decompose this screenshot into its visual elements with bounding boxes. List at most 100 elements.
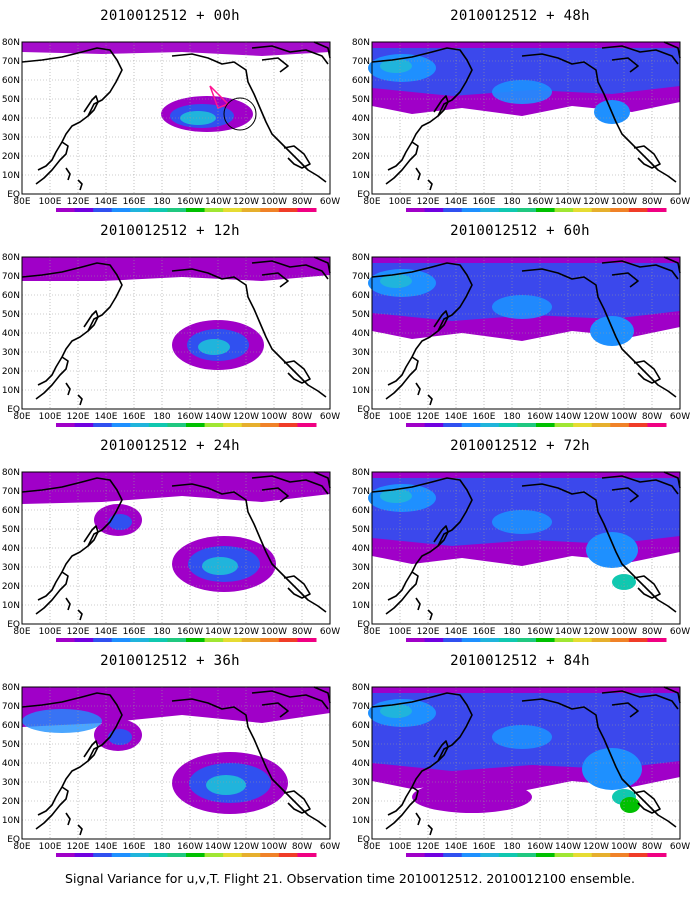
lat-label: 70N bbox=[352, 57, 370, 67]
colorbar-swatch bbox=[498, 208, 518, 212]
colorbar-swatch bbox=[610, 853, 630, 857]
lon-label: 60W bbox=[670, 842, 690, 852]
lon-label: 180 bbox=[153, 412, 170, 422]
colorbar-swatch bbox=[241, 853, 261, 857]
panel-title: 2010012512 + 60h bbox=[450, 223, 590, 239]
colorbar-swatch bbox=[148, 638, 168, 642]
colorbar-swatch bbox=[461, 638, 481, 642]
lat-label: 40N bbox=[2, 114, 20, 124]
lat-label: EQ bbox=[357, 620, 370, 630]
lon-label: 120W bbox=[233, 627, 259, 637]
panel-title: 2010012512 + 12h bbox=[100, 223, 240, 239]
colorbar-swatch bbox=[517, 853, 537, 857]
lon-label: 140E bbox=[445, 412, 468, 422]
map-panel-p48: 2010012512 + 48h 80N 70N 60N 50N 40N 30N 20N 10N… bbox=[350, 0, 690, 212]
lat-label: 30N bbox=[2, 133, 20, 143]
lat-label: 40N bbox=[352, 114, 370, 124]
colorbar-swatch bbox=[647, 423, 667, 427]
colorbar-swatch bbox=[573, 423, 593, 427]
lat-label: 40N bbox=[2, 544, 20, 554]
colorbar-swatch bbox=[591, 208, 611, 212]
lon-label: 120W bbox=[233, 412, 259, 422]
lat-label: 20N bbox=[352, 367, 370, 377]
lat-label: 80N bbox=[2, 468, 20, 478]
panel-title: 2010012512 + 84h bbox=[450, 653, 590, 669]
colorbar-swatch bbox=[628, 638, 648, 642]
lon-label: 160E bbox=[123, 842, 146, 852]
lon-label: 80W bbox=[642, 627, 662, 637]
lat-label: 60N bbox=[352, 291, 370, 301]
colorbar-swatch bbox=[517, 208, 537, 212]
lon-label: 140W bbox=[555, 842, 581, 852]
colorbar-swatch bbox=[536, 638, 556, 642]
lat-label: 10N bbox=[2, 386, 20, 396]
lat-label: EQ bbox=[7, 405, 20, 415]
colorbar-swatch bbox=[186, 208, 206, 212]
lon-label: 120E bbox=[67, 627, 90, 637]
lat-label: 50N bbox=[352, 740, 370, 750]
lon-label: 80W bbox=[292, 842, 312, 852]
lat-label: 60N bbox=[352, 506, 370, 516]
colorbar-swatch bbox=[647, 638, 667, 642]
colorbar-swatch bbox=[554, 423, 574, 427]
lat-label: 20N bbox=[2, 582, 20, 592]
lon-label: 160W bbox=[177, 842, 203, 852]
lat-label: 40N bbox=[2, 329, 20, 339]
colorbar-swatch bbox=[480, 638, 500, 642]
lat-label: 60N bbox=[2, 76, 20, 86]
lon-label: 80W bbox=[292, 627, 312, 637]
lat-label: 30N bbox=[2, 778, 20, 788]
colorbar-swatch bbox=[186, 853, 206, 857]
colorbar-swatch bbox=[461, 208, 481, 212]
lat-label: 30N bbox=[2, 348, 20, 358]
lon-label: 60W bbox=[670, 197, 690, 207]
colorbar-swatch bbox=[498, 423, 518, 427]
lon-label: 140W bbox=[205, 412, 231, 422]
lon-label: 100E bbox=[39, 197, 62, 207]
colorbar-swatch bbox=[406, 423, 426, 427]
colorbar-swatch bbox=[93, 638, 113, 642]
lon-label: 160E bbox=[473, 412, 496, 422]
lat-label: 20N bbox=[2, 367, 20, 377]
lat-label: 40N bbox=[352, 544, 370, 554]
lon-label: 180 bbox=[503, 412, 520, 422]
colorbar-swatch bbox=[628, 208, 648, 212]
lon-label: 180 bbox=[153, 627, 170, 637]
colorbar-swatch bbox=[93, 208, 113, 212]
lon-label: 160W bbox=[527, 412, 553, 422]
lon-label: 180 bbox=[153, 197, 170, 207]
lon-label: 160W bbox=[527, 197, 553, 207]
colorbar-swatch bbox=[461, 853, 481, 857]
panel-title: 2010012512 + 00h bbox=[100, 8, 240, 24]
lat-label: 30N bbox=[352, 563, 370, 573]
lon-label: 80W bbox=[292, 412, 312, 422]
lat-label: 80N bbox=[352, 468, 370, 478]
lon-label: 160W bbox=[527, 842, 553, 852]
lon-label: 160E bbox=[473, 842, 496, 852]
lat-label: EQ bbox=[357, 190, 370, 200]
lon-label: 120E bbox=[417, 197, 440, 207]
colorbar-swatch bbox=[241, 208, 261, 212]
colorbar-swatch bbox=[480, 208, 500, 212]
colorbar-swatch bbox=[111, 638, 131, 642]
lon-label: 100W bbox=[611, 412, 637, 422]
colorbar-swatch bbox=[297, 853, 317, 857]
lat-label: 50N bbox=[2, 310, 20, 320]
colorbar-swatch bbox=[56, 853, 76, 857]
colorbar-swatch bbox=[260, 423, 280, 427]
lon-label: 60W bbox=[320, 197, 340, 207]
lon-label: 60W bbox=[670, 412, 690, 422]
lat-label: EQ bbox=[357, 405, 370, 415]
lat-label: 70N bbox=[2, 487, 20, 497]
lat-label: 60N bbox=[2, 291, 20, 301]
lon-label: 160W bbox=[177, 627, 203, 637]
lon-label: 140E bbox=[95, 627, 118, 637]
lat-label: 10N bbox=[352, 171, 370, 181]
colorbar-swatch bbox=[74, 638, 94, 642]
